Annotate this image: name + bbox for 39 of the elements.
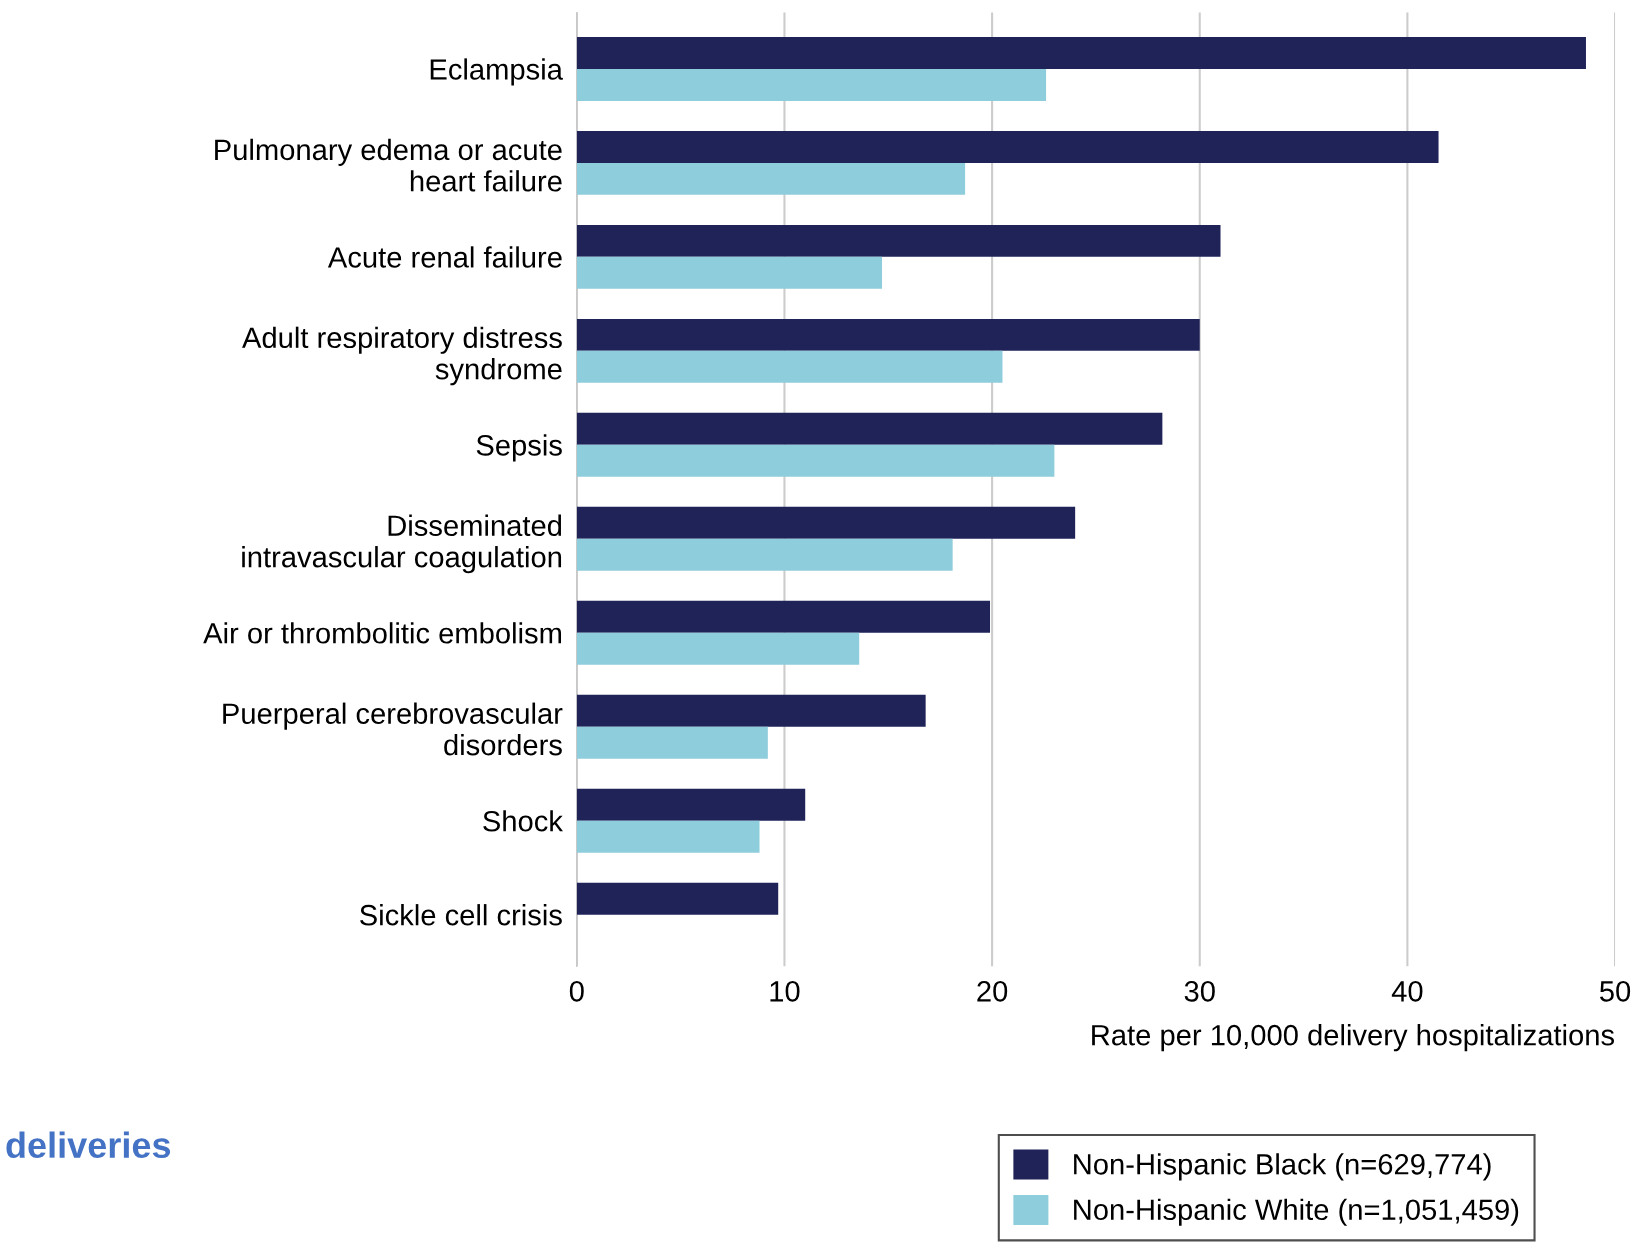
bar [576,694,926,727]
bar [576,68,1047,101]
bar [576,600,991,633]
x-tick-label: 0 [569,981,584,1002]
y-tick-label: Puerperal cerebrovascular disorders [223,702,563,756]
bar [576,36,1586,69]
y-tick-label: Acute renal failure [327,246,562,268]
bar [576,412,1163,445]
legend-label: Non-Hispanic Black (n=629,774) [1074,1153,1491,1181]
text: deliveries [6,1131,171,1159]
bar [576,256,883,289]
bar [576,820,760,853]
bar [576,538,953,571]
bar [576,882,779,915]
x-tick-label: 10 [770,981,800,1002]
y-tick-label: Pulmonary edema or acute heart failure [215,138,562,192]
y-tick-label: Adult respiratory distress syndrome [242,326,562,386]
x-tick-label: 20 [977,981,1008,1002]
y-tick-label: Shock [483,810,563,832]
bar [576,726,768,759]
bar [576,130,1439,163]
y-tick-label: Disseminated intravascular coagulation [242,514,562,574]
bar [576,444,1055,477]
y-tick-label: Sepsis [476,434,562,462]
x-tick-label: 30 [1184,981,1215,1002]
bar [576,788,806,821]
y-tick-label: Air or thrombolitic embolism [203,622,562,644]
y-tick-label: Sickle cell crisis [360,904,562,926]
bar [576,350,1003,383]
bar [576,318,1200,351]
bar [576,506,1076,539]
x-tick-label: 50 [1599,981,1631,1002]
legend-label: Non-Hispanic White (n=1,051,459) [1074,1198,1519,1226]
bar [576,224,1221,257]
y-tick-label: Eclampsia [430,58,563,86]
x-tick-label: 40 [1391,981,1423,1002]
bar [576,632,860,665]
x-axis-title: Rate per 10,000 delivery hospitalizations [1092,1024,1615,1052]
bar [576,162,966,195]
